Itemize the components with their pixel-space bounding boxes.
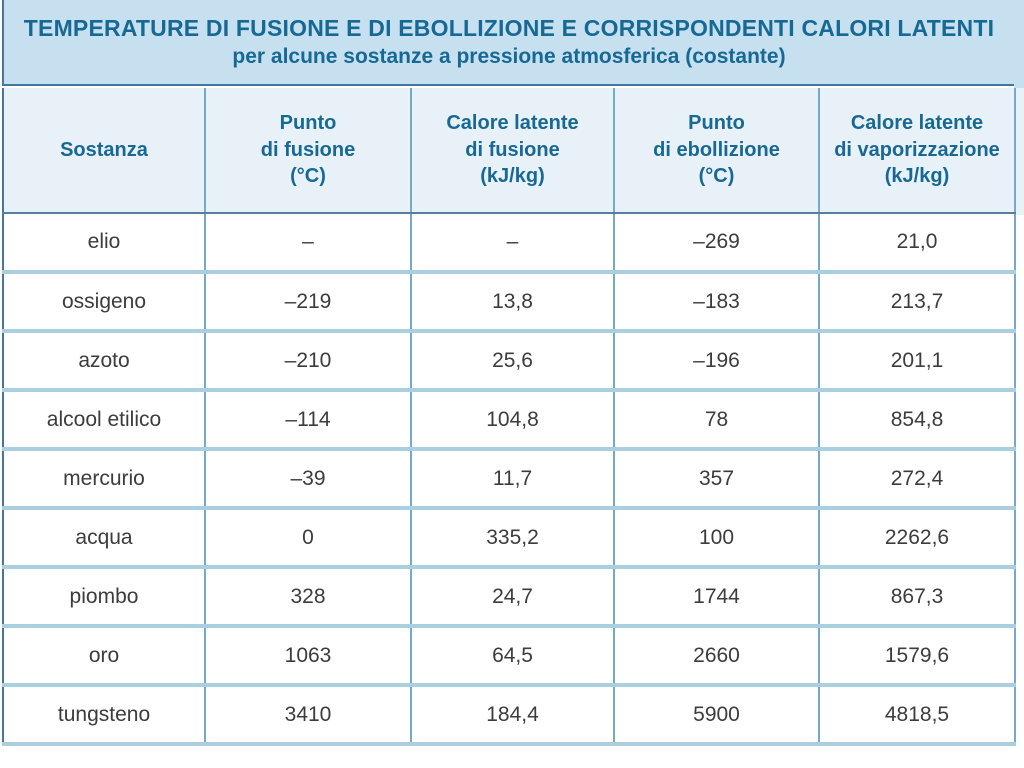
table-title-line1: TEMPERATURE DI FUSIONE E DI EBOLLIZIONE … <box>23 14 995 41</box>
substance-name: alcool etilico <box>2 390 206 451</box>
table-row: acqua 0 335,2 100 2262,6 <box>2 508 1016 569</box>
table-cell: 1063 <box>204 626 412 687</box>
substances-table: Sostanza Punto di fusione (°C) Calore late… <box>2 88 1016 746</box>
table-cell: 21,0 <box>818 213 1016 274</box>
table-cell: 25,6 <box>410 331 615 392</box>
title-band-edge-sliver <box>1014 0 1024 88</box>
substance-name: azoto <box>2 331 206 392</box>
table-cell: 3410 <box>204 685 412 746</box>
table-row: ossigeno –219 13,8 –183 213,7 <box>2 272 1016 333</box>
table-cell: 104,8 <box>410 390 615 451</box>
table-cell: – <box>204 213 412 274</box>
table-cell: 335,2 <box>410 508 615 569</box>
table-cell: 854,8 <box>818 390 1016 451</box>
table-cell: 1744 <box>613 567 820 628</box>
substance-name: oro <box>2 626 206 687</box>
table-header-row: Sostanza Punto di fusione (°C) Calore late… <box>2 88 1016 214</box>
table-row: piombo 328 24,7 1744 867,3 <box>2 567 1016 628</box>
table-cell: 357 <box>613 449 820 510</box>
table-cell: 4818,5 <box>818 685 1016 746</box>
table-cell: 5900 <box>613 685 820 746</box>
table-cell: 2262,6 <box>818 508 1016 569</box>
table-cell: 328 <box>204 567 412 628</box>
substance-name: piombo <box>2 567 206 628</box>
table-cell: 64,5 <box>410 626 615 687</box>
substance-name: mercurio <box>2 449 206 510</box>
table-cell: 184,4 <box>410 685 615 746</box>
table-cell: –269 <box>613 213 820 274</box>
table-cell: 867,3 <box>818 567 1016 628</box>
table-cell: –114 <box>204 390 412 451</box>
table-cell: 213,7 <box>818 272 1016 333</box>
column-header: Punto di fusione (°C) <box>204 88 412 214</box>
table-cell: 11,7 <box>410 449 615 510</box>
table-cell: 201,1 <box>818 331 1016 392</box>
table-cell: 78 <box>613 390 820 451</box>
table-title-band: TEMPERATURE DI FUSIONE E DI EBOLLIZIONE … <box>2 0 1014 86</box>
table-row: elio – – –269 21,0 <box>2 213 1016 274</box>
table-cell: 100 <box>613 508 820 569</box>
table-cell: – <box>410 213 615 274</box>
table-cell: –210 <box>204 331 412 392</box>
table-row: oro 1063 64,5 2660 1579,6 <box>2 626 1016 687</box>
table-cell: 24,7 <box>410 567 615 628</box>
column-header: Calore latente di fusione (kJ/kg) <box>410 88 615 214</box>
table-header: Sostanza Punto di fusione (°C) Calore late… <box>2 88 1016 214</box>
table-cell: –183 <box>613 272 820 333</box>
table-row: alcool etilico –114 104,8 78 854,8 <box>2 390 1016 451</box>
table-cell: 0 <box>204 508 412 569</box>
column-header: Sostanza <box>2 88 206 214</box>
substance-name: elio <box>2 213 206 274</box>
table-row: azoto –210 25,6 –196 201,1 <box>2 331 1016 392</box>
table-cell: –219 <box>204 272 412 333</box>
table-row: tungsteno 3410 184,4 5900 4818,5 <box>2 685 1016 746</box>
table-cell: 272,4 <box>818 449 1016 510</box>
table-cell: 13,8 <box>410 272 615 333</box>
table-body: elio – – –269 21,0 ossigeno –219 13,8 –183 213,7 a… <box>2 213 1016 746</box>
table-title-line2: per alcune sostanze a pressione atmosfer… <box>232 44 786 68</box>
table-cell: 2660 <box>613 626 820 687</box>
header-band-edge-sliver <box>1014 88 1024 215</box>
column-header: Punto di ebollizione (°C) <box>613 88 820 214</box>
substance-name: tungsteno <box>2 685 206 746</box>
table-row: mercurio –39 11,7 357 272,4 <box>2 449 1016 510</box>
column-header: Calore latente di vaporizzazione (kJ/kg) <box>818 88 1016 214</box>
substance-name: acqua <box>2 508 206 569</box>
table-cell: –39 <box>204 449 412 510</box>
table-cell: 1579,6 <box>818 626 1016 687</box>
substance-name: ossigeno <box>2 272 206 333</box>
table-cell: –196 <box>613 331 820 392</box>
